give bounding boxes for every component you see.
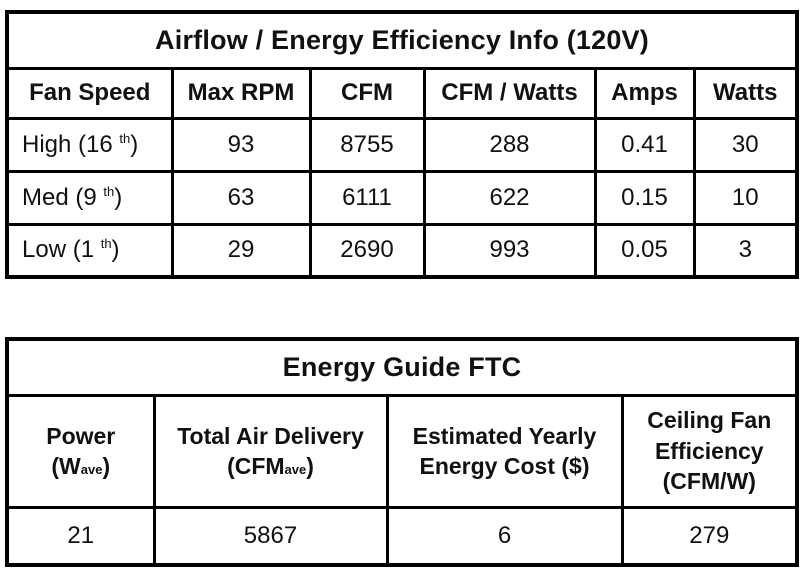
- cell-amps: 0.41: [593, 116, 696, 173]
- cell-cfm: 8755: [308, 116, 426, 173]
- header-line-pre: (CFM: [227, 453, 285, 479]
- cell-ceiling-fan-efficiency: 279: [620, 505, 799, 567]
- header-line: Energy Cost ($): [419, 453, 590, 479]
- speed-ordinal-suffix: th: [100, 236, 112, 252]
- cell-speed-med: Med (9 th): [5, 169, 174, 226]
- speed-label: High (16: [22, 130, 120, 158]
- header-subscript: ave: [284, 462, 307, 477]
- cell-power-wave: 21: [5, 505, 156, 567]
- cell-amps: 0.15: [593, 169, 696, 226]
- speed-ordinal-suffix: th: [119, 130, 131, 146]
- speed-label: Low (1: [22, 236, 101, 264]
- speed-label: Med (9: [22, 183, 104, 211]
- col-header-amps: Amps: [593, 66, 696, 120]
- table-row-low: Low (1 th) 29 2690 993 0.05 3: [5, 222, 799, 279]
- col-header-watts: Watts: [692, 66, 799, 120]
- table-row-med: Med (9 th) 63 6111 622 0.15 10: [5, 169, 799, 226]
- header-line-post: ): [102, 453, 111, 479]
- speed-ordinal-suffix: th: [103, 183, 115, 199]
- col-header-power: Power (Wave): [5, 393, 156, 509]
- header-line: Ceiling Fan: [647, 407, 772, 434]
- airflow-title-row: Airflow / Energy Efficiency Info (120V): [5, 10, 799, 70]
- header-subscript: ave: [80, 462, 103, 477]
- col-header-cfm-watts: CFM / Watts: [422, 66, 597, 120]
- cell-cfm: 6111: [308, 169, 426, 226]
- header-line-post: ): [306, 453, 314, 479]
- cell-cfm-watts: 993: [422, 222, 597, 279]
- cell-total-air-delivery: 5867: [152, 505, 389, 567]
- cell-watts: 10: [692, 169, 799, 226]
- cell-max-rpm: 63: [170, 169, 312, 226]
- speed-label-close: ): [111, 236, 120, 264]
- col-header-yearly-energy-cost: Estimated Yearly Energy Cost ($): [385, 393, 624, 509]
- cell-speed-high: High (16 th): [5, 116, 174, 173]
- cell-max-rpm: 29: [170, 222, 312, 279]
- airflow-table-title: Airflow / Energy Efficiency Info (120V): [5, 10, 799, 70]
- cell-cfm-watts: 288: [422, 116, 597, 173]
- header-line: Estimated Yearly: [412, 422, 597, 449]
- cell-speed-low: Low (1 th): [5, 222, 174, 279]
- cell-max-rpm: 93: [170, 116, 312, 173]
- cell-watts: 30: [692, 116, 799, 173]
- col-header-cfm: CFM: [308, 66, 426, 120]
- airflow-header-row: Fan Speed Max RPM CFM CFM / Watts Amps W…: [5, 66, 799, 120]
- airflow-table: Airflow / Energy Efficiency Info (120V) …: [5, 10, 799, 279]
- cell-yearly-energy-cost: 6: [385, 505, 624, 567]
- header-line: (CFM/W): [662, 468, 756, 495]
- speed-label-close: ): [114, 183, 123, 211]
- cell-watts: 3: [692, 222, 799, 279]
- col-header-fan-speed: Fan Speed: [5, 66, 174, 120]
- header-line: Efficiency: [654, 437, 764, 464]
- cell-cfm-watts: 622: [422, 169, 597, 226]
- col-header-ceiling-fan-efficiency: Ceiling Fan Efficiency (CFM/W): [620, 393, 799, 509]
- header-line: Power: [46, 422, 116, 449]
- cell-amps: 0.05: [593, 222, 696, 279]
- energy-guide-title: Energy Guide FTC: [5, 337, 799, 397]
- header-line: Total Air Delivery: [177, 422, 364, 449]
- col-header-total-air-delivery: Total Air Delivery (CFMave): [152, 393, 389, 509]
- energy-data-row: 21 5867 6 279: [5, 505, 799, 567]
- energy-header-row: Power (Wave) Total Air Delivery (CFMave)…: [5, 393, 799, 509]
- table-row-high: High (16 th) 93 8755 288 0.41 30: [5, 116, 799, 173]
- header-line-pre: (W: [51, 453, 81, 479]
- speed-label-close: ): [130, 130, 139, 158]
- col-header-max-rpm: Max RPM: [170, 66, 312, 120]
- cell-cfm: 2690: [308, 222, 426, 279]
- energy-guide-table: Energy Guide FTC Power (Wave) Total Air …: [5, 337, 800, 567]
- energy-title-row: Energy Guide FTC: [5, 337, 799, 397]
